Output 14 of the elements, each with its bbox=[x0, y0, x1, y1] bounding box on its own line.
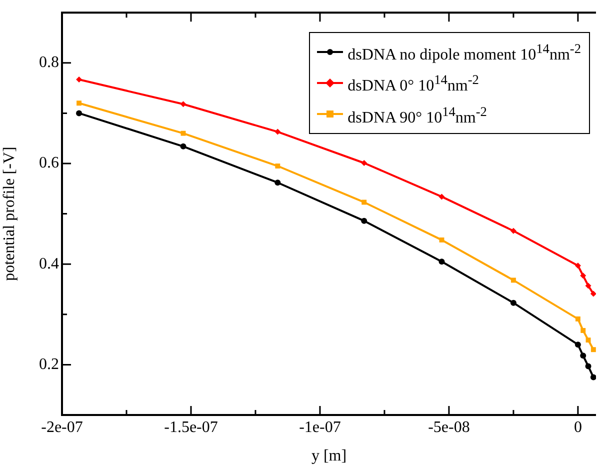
y-tick-label: 0.8 bbox=[39, 54, 59, 72]
legend-label: dsDNA no dipole moment 10$^{14}$nm$^{-2}$ bbox=[348, 40, 581, 66]
y-tick-label: 0.2 bbox=[39, 356, 59, 373]
legend-label: dsDNA 90° 10$^{14}$nm$^{-2}$ bbox=[348, 102, 487, 128]
y-tick-label: 0.4 bbox=[39, 255, 59, 272]
x-tick-label: -1.5e-07 bbox=[164, 418, 218, 436]
y-axis-title: potential profile [-V] bbox=[0, 146, 18, 281]
y-tick-label: 0.6 bbox=[39, 154, 59, 172]
legend-label: dsDNA 0° 10$^{14}$nm$^{-2}$ bbox=[348, 71, 479, 97]
x-tick-label: 0 bbox=[574, 418, 582, 436]
x-tick-label: -2e-07 bbox=[41, 418, 83, 436]
x-axis-title: y [m] bbox=[311, 448, 347, 465]
x-tick-label: -5e-08 bbox=[428, 418, 470, 436]
x-tick-label: -1e-07 bbox=[299, 418, 341, 436]
